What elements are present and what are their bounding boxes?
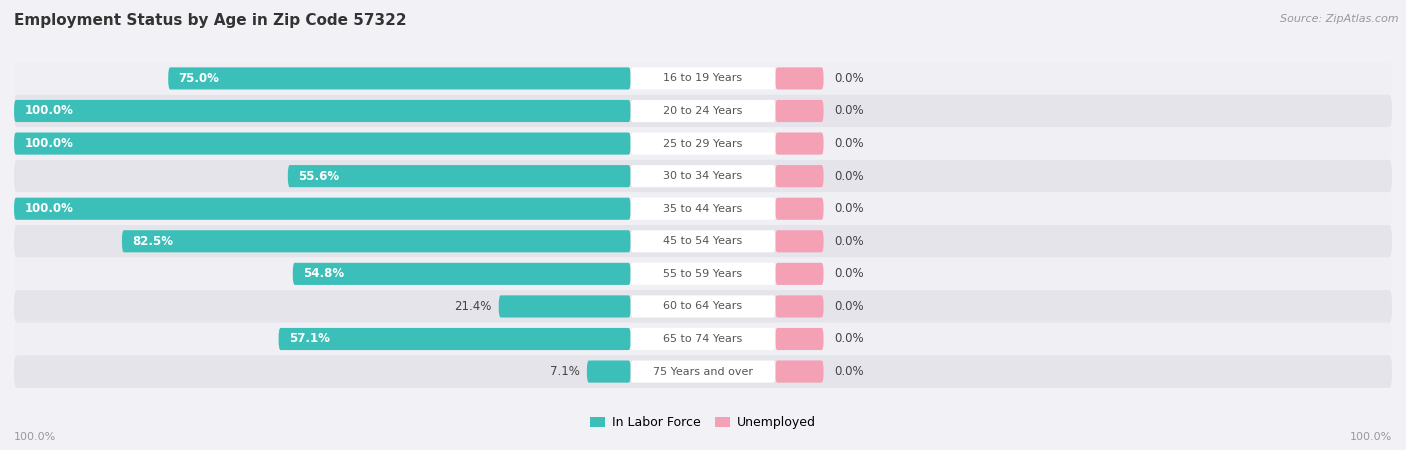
- FancyBboxPatch shape: [631, 295, 775, 318]
- FancyBboxPatch shape: [586, 360, 631, 382]
- FancyBboxPatch shape: [14, 127, 1392, 160]
- Text: 82.5%: 82.5%: [132, 235, 173, 248]
- FancyBboxPatch shape: [631, 230, 775, 252]
- Text: 55 to 59 Years: 55 to 59 Years: [664, 269, 742, 279]
- FancyBboxPatch shape: [292, 263, 631, 285]
- Text: 30 to 34 Years: 30 to 34 Years: [664, 171, 742, 181]
- FancyBboxPatch shape: [14, 290, 1392, 323]
- FancyBboxPatch shape: [14, 193, 1392, 225]
- Text: 0.0%: 0.0%: [834, 333, 863, 346]
- FancyBboxPatch shape: [14, 62, 1392, 94]
- Text: 0.0%: 0.0%: [834, 267, 863, 280]
- FancyBboxPatch shape: [631, 165, 775, 187]
- Text: 65 to 74 Years: 65 to 74 Years: [664, 334, 742, 344]
- Text: 75 Years and over: 75 Years and over: [652, 367, 754, 377]
- FancyBboxPatch shape: [775, 230, 824, 252]
- FancyBboxPatch shape: [14, 356, 1392, 388]
- Text: 35 to 44 Years: 35 to 44 Years: [664, 204, 742, 214]
- FancyBboxPatch shape: [631, 198, 775, 220]
- Text: 7.1%: 7.1%: [550, 365, 581, 378]
- FancyBboxPatch shape: [631, 328, 775, 350]
- FancyBboxPatch shape: [14, 132, 631, 155]
- Text: 25 to 29 Years: 25 to 29 Years: [664, 139, 742, 148]
- FancyBboxPatch shape: [278, 328, 631, 350]
- FancyBboxPatch shape: [14, 225, 1392, 257]
- Text: 57.1%: 57.1%: [288, 333, 330, 346]
- Text: 0.0%: 0.0%: [834, 235, 863, 248]
- Text: 75.0%: 75.0%: [179, 72, 219, 85]
- FancyBboxPatch shape: [14, 100, 631, 122]
- FancyBboxPatch shape: [631, 132, 775, 155]
- Text: 0.0%: 0.0%: [834, 170, 863, 183]
- FancyBboxPatch shape: [14, 94, 1392, 127]
- FancyBboxPatch shape: [775, 328, 824, 350]
- Text: 0.0%: 0.0%: [834, 137, 863, 150]
- FancyBboxPatch shape: [14, 323, 1392, 356]
- Text: 100.0%: 100.0%: [24, 202, 73, 215]
- Text: 0.0%: 0.0%: [834, 202, 863, 215]
- FancyBboxPatch shape: [631, 100, 775, 122]
- FancyBboxPatch shape: [499, 295, 631, 318]
- FancyBboxPatch shape: [14, 160, 1392, 193]
- FancyBboxPatch shape: [169, 68, 631, 90]
- Text: 100.0%: 100.0%: [14, 432, 56, 442]
- FancyBboxPatch shape: [631, 360, 775, 382]
- Text: 100.0%: 100.0%: [24, 137, 73, 150]
- Text: Source: ZipAtlas.com: Source: ZipAtlas.com: [1281, 14, 1399, 23]
- Text: 100.0%: 100.0%: [24, 104, 73, 117]
- FancyBboxPatch shape: [775, 295, 824, 318]
- FancyBboxPatch shape: [631, 68, 775, 90]
- Text: 20 to 24 Years: 20 to 24 Years: [664, 106, 742, 116]
- FancyBboxPatch shape: [775, 198, 824, 220]
- Legend: In Labor Force, Unemployed: In Labor Force, Unemployed: [585, 411, 821, 434]
- Text: 45 to 54 Years: 45 to 54 Years: [664, 236, 742, 246]
- FancyBboxPatch shape: [775, 100, 824, 122]
- FancyBboxPatch shape: [775, 263, 824, 285]
- Text: 60 to 64 Years: 60 to 64 Years: [664, 302, 742, 311]
- Text: Employment Status by Age in Zip Code 57322: Employment Status by Age in Zip Code 573…: [14, 14, 406, 28]
- FancyBboxPatch shape: [631, 263, 775, 285]
- Text: 0.0%: 0.0%: [834, 365, 863, 378]
- FancyBboxPatch shape: [14, 198, 631, 220]
- FancyBboxPatch shape: [122, 230, 631, 252]
- FancyBboxPatch shape: [775, 360, 824, 382]
- Text: 0.0%: 0.0%: [834, 72, 863, 85]
- FancyBboxPatch shape: [288, 165, 631, 187]
- FancyBboxPatch shape: [775, 165, 824, 187]
- FancyBboxPatch shape: [775, 132, 824, 155]
- FancyBboxPatch shape: [775, 68, 824, 90]
- Text: 55.6%: 55.6%: [298, 170, 339, 183]
- Text: 16 to 19 Years: 16 to 19 Years: [664, 73, 742, 83]
- FancyBboxPatch shape: [14, 257, 1392, 290]
- Text: 0.0%: 0.0%: [834, 300, 863, 313]
- Text: 21.4%: 21.4%: [454, 300, 492, 313]
- Text: 54.8%: 54.8%: [304, 267, 344, 280]
- Text: 0.0%: 0.0%: [834, 104, 863, 117]
- Text: 100.0%: 100.0%: [1350, 432, 1392, 442]
